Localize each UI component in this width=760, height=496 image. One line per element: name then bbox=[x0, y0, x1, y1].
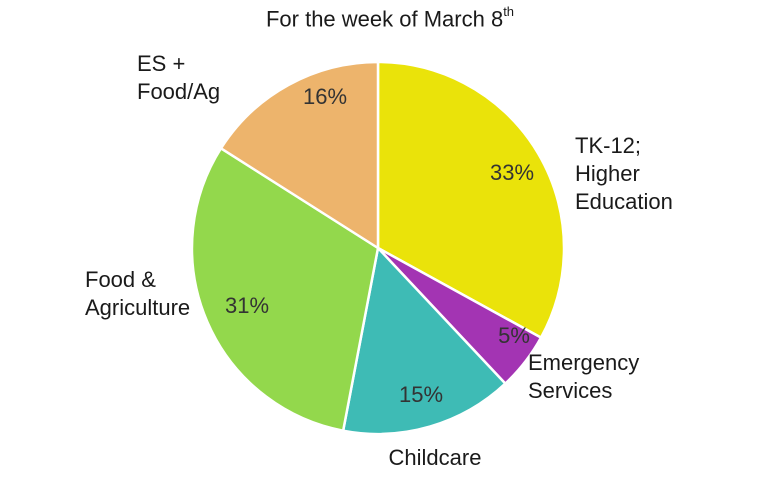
pie-slice-4 bbox=[219, 60, 380, 250]
chart-title-superscript: th bbox=[503, 4, 515, 19]
chart-title: For the week of March 8th bbox=[0, 4, 760, 32]
slice-category-label-line: Childcare bbox=[389, 445, 482, 470]
slice-category-label-1: Emergency Services bbox=[528, 350, 639, 403]
percent-labels-group: 33% 5% 15% 31% 16% bbox=[225, 84, 534, 407]
slice-category-label-line: Food/Ag bbox=[137, 79, 220, 104]
slice-percent-label-4: 16% bbox=[303, 84, 347, 109]
slice-category-label-line: Education bbox=[575, 189, 673, 214]
slice-category-label-line: Food & bbox=[85, 267, 156, 292]
slice-category-label-line: Services bbox=[528, 378, 612, 403]
slices-group bbox=[190, 60, 566, 436]
slice-category-label-3: Food & Agriculture bbox=[85, 267, 190, 320]
slice-category-label-line: Higher bbox=[575, 161, 640, 186]
slice-percent-label-2: 15% bbox=[399, 382, 443, 407]
slice-category-label-line: ES + bbox=[137, 51, 185, 76]
slice-category-label-4: ES + Food/Ag bbox=[137, 51, 220, 104]
slice-category-label-0: TK-12; Higher Education bbox=[575, 133, 673, 214]
pie-slice-2 bbox=[341, 246, 507, 436]
slice-category-label-line: TK-12; bbox=[575, 133, 641, 158]
category-labels-group: TK-12; Higher Education Emergency Services Ch… bbox=[85, 51, 673, 470]
slice-percent-label-1: 5% bbox=[498, 323, 530, 348]
slice-category-label-line: Agriculture bbox=[85, 295, 190, 320]
slice-percent-label-3: 31% bbox=[225, 293, 269, 318]
slice-category-label-line: Emergency bbox=[528, 350, 639, 375]
slice-category-label-2: Childcare bbox=[389, 445, 482, 470]
slice-percent-label-0: 33% bbox=[490, 160, 534, 185]
pie-slice-0 bbox=[376, 60, 566, 339]
chart-title-text: For the week of March 8 bbox=[265, 6, 504, 32]
